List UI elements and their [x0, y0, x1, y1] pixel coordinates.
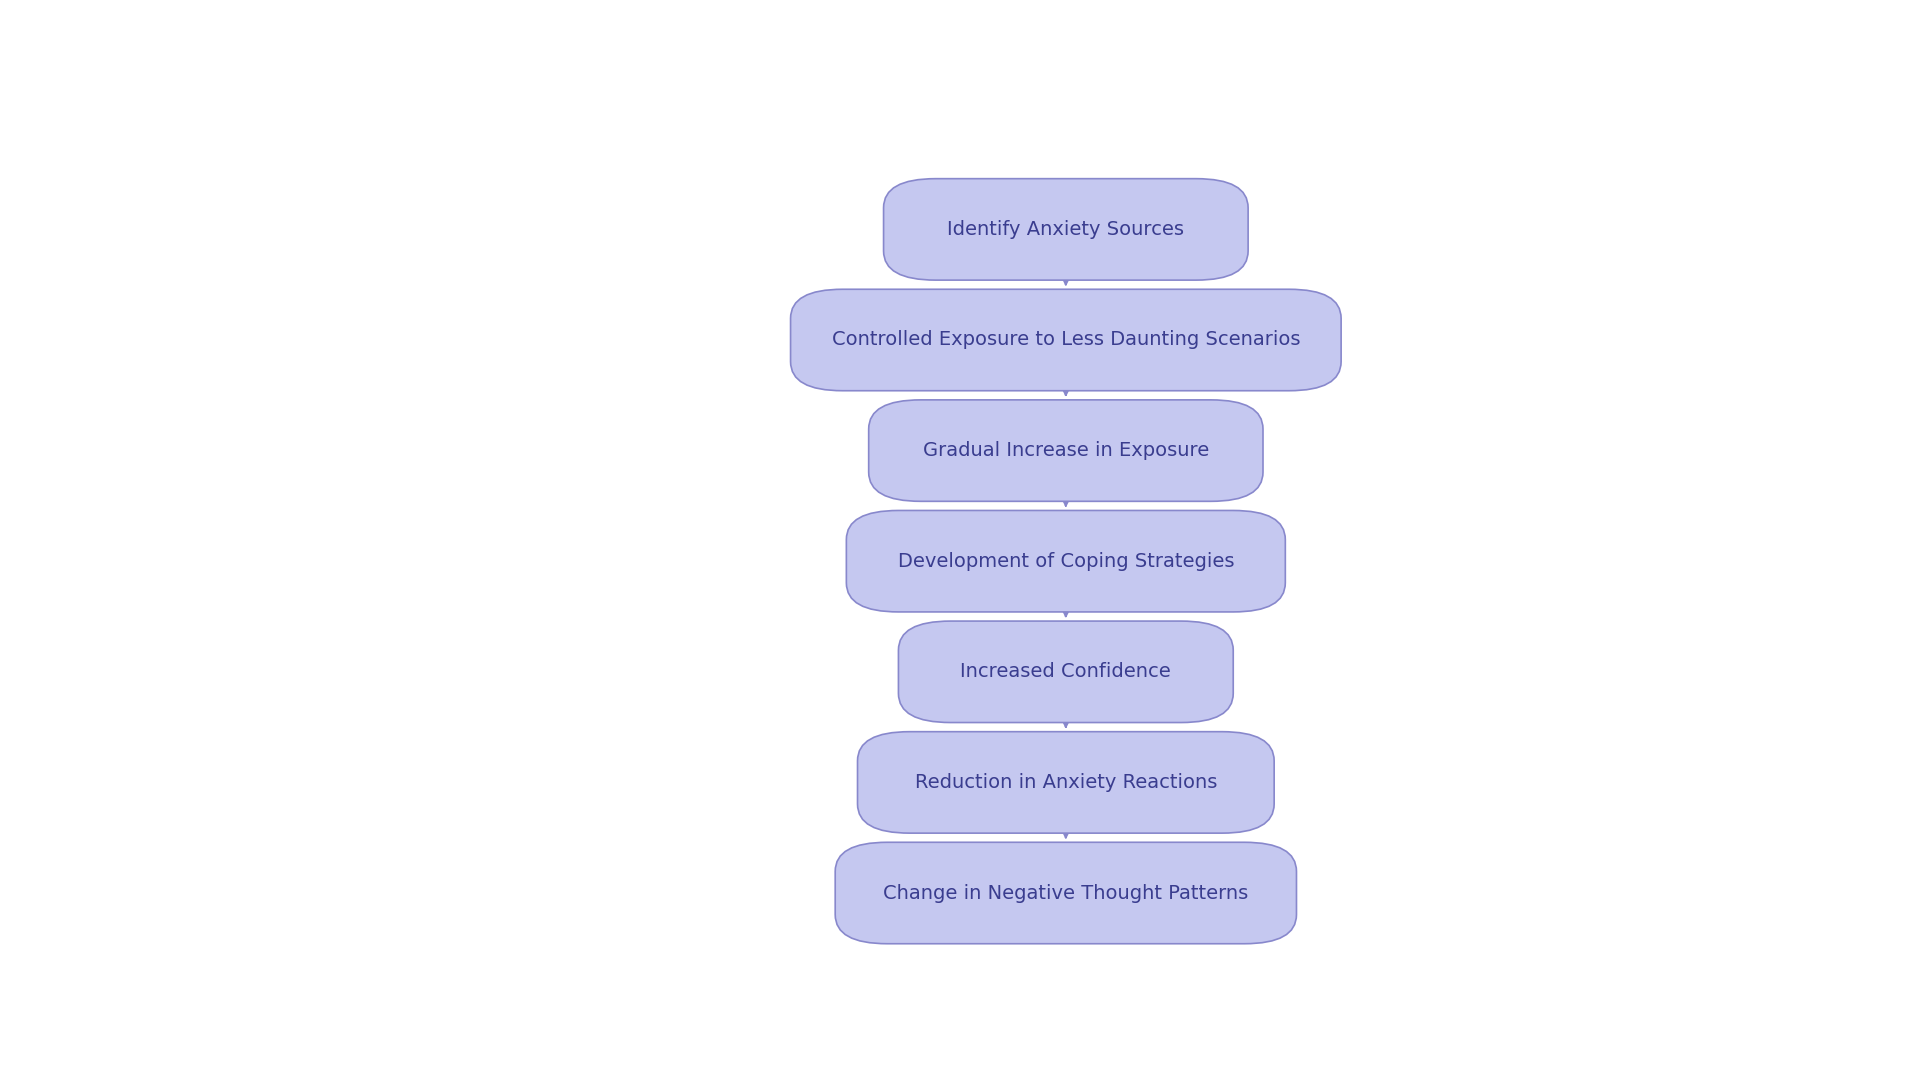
Text: Development of Coping Strategies: Development of Coping Strategies — [897, 552, 1235, 570]
FancyBboxPatch shape — [868, 400, 1263, 501]
FancyBboxPatch shape — [847, 511, 1284, 612]
Text: Identify Anxiety Sources: Identify Anxiety Sources — [947, 220, 1185, 239]
FancyBboxPatch shape — [858, 731, 1275, 833]
FancyBboxPatch shape — [899, 621, 1233, 723]
Text: Reduction in Anxiety Reactions: Reduction in Anxiety Reactions — [914, 773, 1217, 792]
Text: Gradual Increase in Exposure: Gradual Increase in Exposure — [924, 441, 1210, 460]
Text: Change in Negative Thought Patterns: Change in Negative Thought Patterns — [883, 883, 1248, 903]
FancyBboxPatch shape — [835, 842, 1296, 944]
Text: Controlled Exposure to Less Daunting Scenarios: Controlled Exposure to Less Daunting Sce… — [831, 330, 1300, 350]
FancyBboxPatch shape — [883, 178, 1248, 280]
FancyBboxPatch shape — [791, 289, 1340, 391]
Text: Increased Confidence: Increased Confidence — [960, 662, 1171, 681]
